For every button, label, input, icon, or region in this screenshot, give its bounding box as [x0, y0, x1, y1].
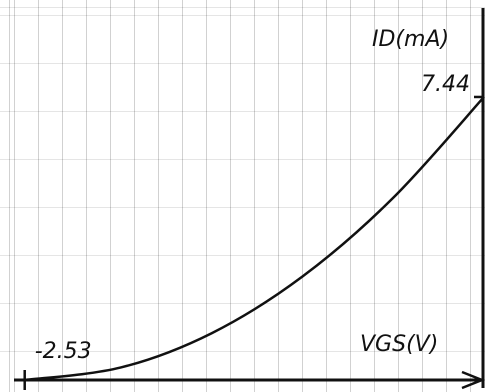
curve	[24, 96, 485, 382]
x-arrow	[461, 370, 485, 390]
y-axis-label: ID(mA)	[372, 27, 449, 52]
x-axis-label: VGS(V)	[360, 332, 438, 357]
x-tick-label: -2.53	[35, 339, 92, 364]
y-tick-label: 7.44	[421, 72, 470, 97]
